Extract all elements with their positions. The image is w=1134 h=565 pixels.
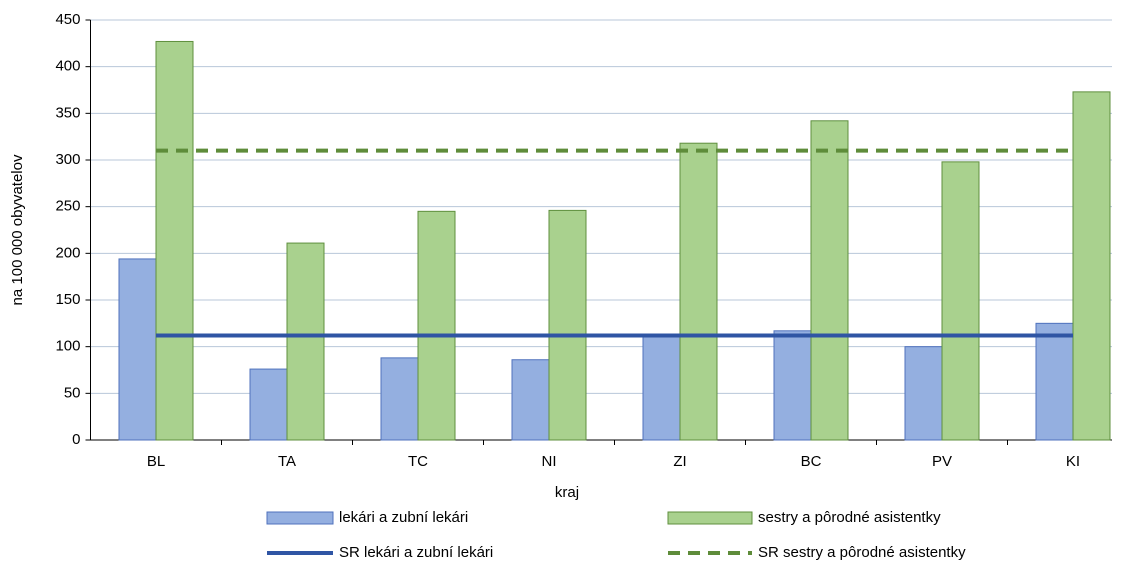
bar	[286, 242, 325, 441]
legend-label: sestry a pôrodné asistentky	[758, 509, 941, 526]
y-tick-label: 450	[55, 11, 80, 28]
y-tick-label: 0	[72, 431, 80, 448]
y-tick-label: 150	[55, 291, 80, 308]
bar	[118, 258, 157, 441]
x-tick-label: TC	[408, 453, 428, 470]
bar	[1072, 91, 1111, 441]
bar	[1035, 322, 1074, 441]
bar	[380, 357, 419, 441]
y-tick-label: 200	[55, 244, 80, 261]
x-tick-label: TA	[278, 453, 296, 470]
x-tick-label: ZI	[673, 453, 686, 470]
bar	[679, 142, 718, 441]
bar	[249, 368, 288, 441]
x-tick-label: PV	[932, 453, 952, 470]
bar	[904, 346, 943, 441]
bar	[773, 330, 812, 441]
x-axis-label: kraj	[555, 484, 579, 501]
y-tick-label: 250	[55, 198, 80, 215]
bar	[548, 209, 587, 441]
bar	[810, 120, 849, 441]
y-axis-label: na 100 000 obyvatelov	[9, 154, 26, 305]
bar	[941, 161, 980, 441]
x-tick-label: BL	[147, 453, 165, 470]
bar	[155, 40, 194, 441]
x-tick-label: KI	[1066, 453, 1080, 470]
x-tick-label: NI	[542, 453, 557, 470]
y-tick-label: 100	[55, 338, 80, 355]
x-tick-label: BC	[801, 453, 822, 470]
y-tick-label: 300	[55, 151, 80, 168]
y-tick-label: 400	[55, 58, 80, 75]
legend-label: SR lekári a zubní lekári	[339, 544, 493, 561]
legend-label: lekári a zubní lekári	[339, 509, 468, 526]
y-tick-label: 50	[64, 384, 81, 401]
y-tick-label: 350	[55, 104, 80, 121]
bar	[511, 359, 550, 441]
bar	[417, 210, 456, 441]
legend-swatch	[667, 511, 753, 525]
legend-label: SR sestry a pôrodné asistentky	[758, 544, 966, 561]
bar	[642, 335, 681, 441]
legend-swatch	[266, 511, 334, 525]
